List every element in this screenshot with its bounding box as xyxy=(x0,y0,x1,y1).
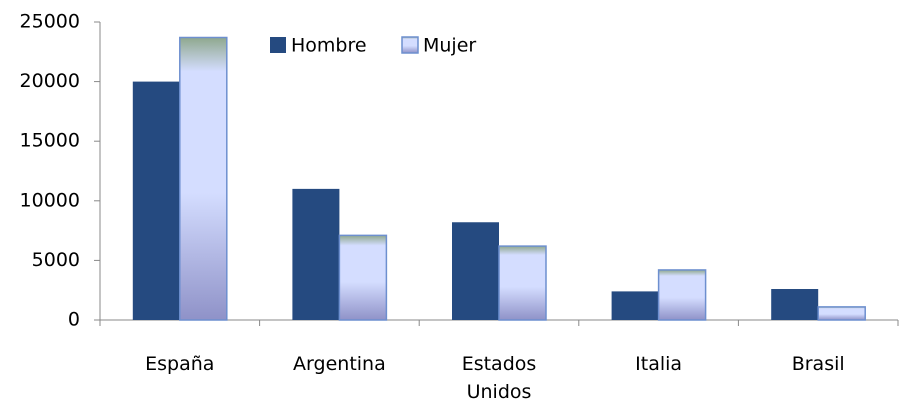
bar xyxy=(452,222,499,320)
bar xyxy=(132,81,180,320)
bar xyxy=(179,36,228,321)
x-tick-label: Brasil xyxy=(791,353,845,375)
x-tick-label: Argentina xyxy=(293,353,386,375)
legend-swatch xyxy=(401,36,419,54)
legend-swatch xyxy=(270,37,286,53)
bar xyxy=(611,291,659,320)
x-tick-label: España xyxy=(145,353,215,375)
y-tick-label: 20000 xyxy=(20,70,80,92)
y-tick-label: 25000 xyxy=(20,11,80,33)
x-tick-label: Estados Unidos xyxy=(461,353,537,403)
bar xyxy=(817,306,866,321)
y-tick-label: 15000 xyxy=(20,130,80,152)
y-tick-label: 5000 xyxy=(32,249,80,271)
bar xyxy=(498,245,547,321)
y-tick-label: 0 xyxy=(68,309,80,331)
bar xyxy=(771,289,819,320)
y-tick-label: 10000 xyxy=(20,189,80,211)
legend-label: Mujer xyxy=(423,35,476,57)
x-tick-label: Italia xyxy=(635,353,683,375)
legend-label: Hombre xyxy=(291,35,367,57)
bar xyxy=(338,234,388,321)
bar xyxy=(657,269,707,321)
bar xyxy=(292,188,340,320)
